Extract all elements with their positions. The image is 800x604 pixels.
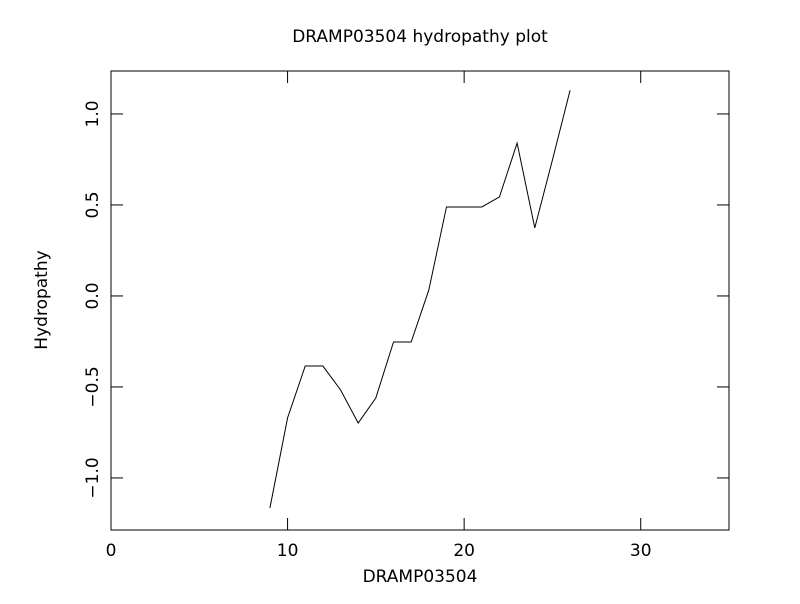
x-tick-label: 30 bbox=[630, 541, 652, 561]
y-tick-label: 0.0 bbox=[83, 282, 103, 309]
plot-frame bbox=[110, 70, 730, 531]
x-axis-label: DRAMP03504 bbox=[363, 567, 478, 587]
y-axis-label: Hydropathy bbox=[32, 250, 52, 349]
y-tick-label: 1.0 bbox=[83, 100, 103, 127]
y-tick-label: −1.0 bbox=[83, 457, 103, 498]
x-tick-label: 0 bbox=[106, 541, 117, 561]
x-tick-label: 10 bbox=[277, 541, 299, 561]
data-line bbox=[269, 90, 571, 509]
y-tick-label: −0.5 bbox=[83, 366, 103, 407]
x-tick-label: 20 bbox=[453, 541, 475, 561]
chart-title: DRAMP03504 hydropathy plot bbox=[292, 27, 548, 47]
y-tick-label: 0.5 bbox=[83, 191, 103, 218]
